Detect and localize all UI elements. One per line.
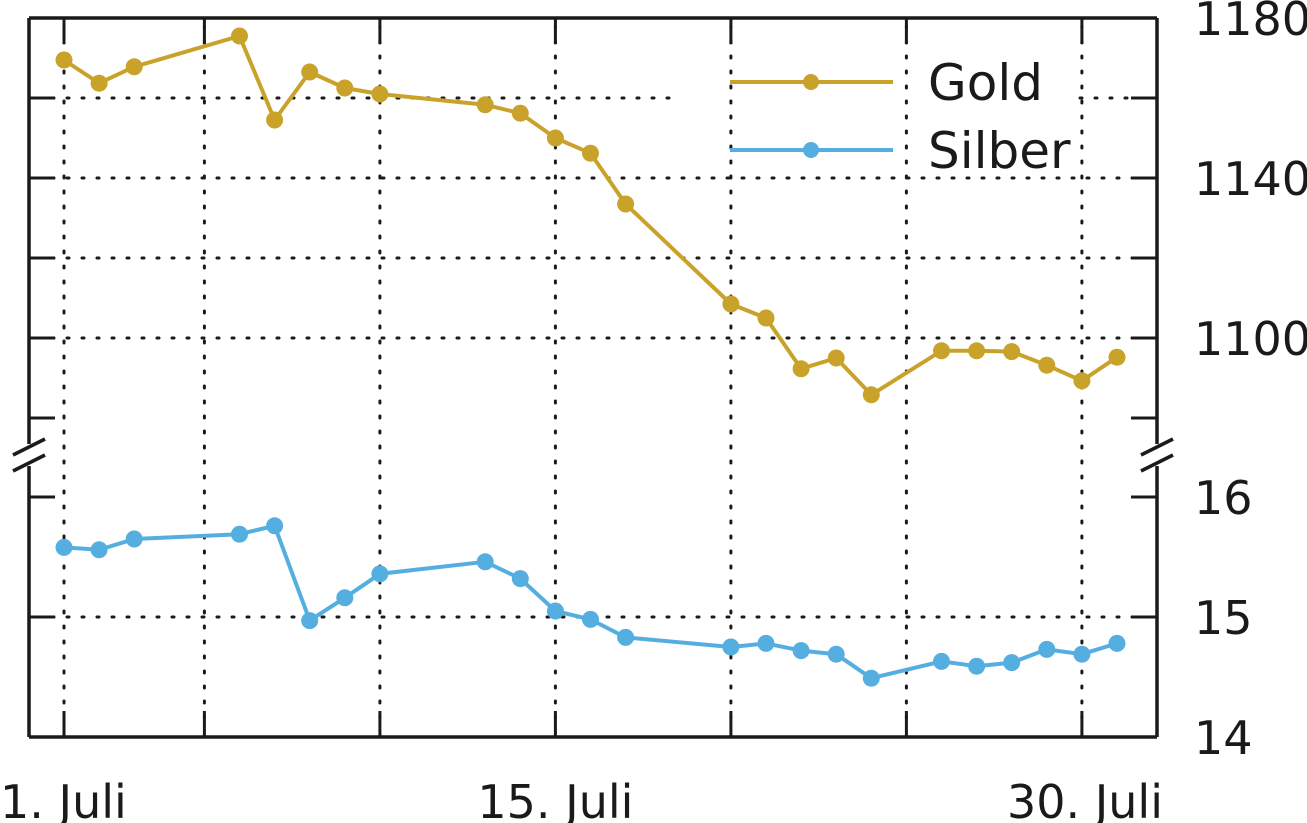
y-tick-label: 1100 (1194, 312, 1307, 366)
data-point-silber (617, 628, 635, 646)
legend: Gold Silber (730, 54, 1071, 180)
data-point-silber (862, 669, 880, 687)
data-point-silber (371, 565, 389, 583)
y-tick-label: 16 (1194, 471, 1253, 525)
data-point-silber (546, 602, 564, 620)
data-point-gold (55, 51, 73, 69)
axis-break-mark (12, 453, 46, 473)
data-point-gold (1038, 356, 1056, 374)
data-point-gold (792, 360, 810, 378)
grid-lines (35, 24, 1151, 731)
data-point-gold (582, 144, 599, 162)
data-point-silber (933, 652, 950, 670)
data-point-silber (1003, 654, 1021, 672)
legend-item-gold: Gold (730, 54, 1043, 112)
legend-label-gold: Gold (928, 54, 1043, 112)
data-point-silber (757, 634, 775, 652)
plot-frame (12, 16, 1174, 739)
y-tick-label: 14 (1194, 711, 1253, 765)
data-point-silber (125, 530, 143, 548)
data-point-silber (582, 610, 599, 628)
series-line-silber (63, 523, 1118, 681)
data-point-gold (371, 85, 389, 103)
data-point-gold (968, 342, 986, 360)
x-tick-label: 1. Juli (0, 775, 127, 823)
data-point-silber (968, 657, 986, 675)
data-point-gold (757, 309, 775, 327)
axis-break-mark (1140, 437, 1174, 457)
y-tick-label: 1180 (1194, 0, 1307, 46)
series-silber (55, 517, 1126, 687)
axis-break-mark (1140, 453, 1174, 473)
x-tick-label: 30. Juli (1007, 775, 1163, 823)
legend-item-silber: Silber (730, 122, 1071, 180)
data-point-silber (722, 638, 740, 656)
data-point-gold (231, 27, 248, 45)
data-point-gold (336, 79, 354, 97)
data-point-gold (1073, 372, 1091, 390)
y-tick-label: 1140 (1194, 152, 1307, 206)
data-point-silber (55, 538, 73, 556)
data-point-gold (125, 58, 143, 76)
data-point-gold (1108, 348, 1126, 366)
data-point-silber (792, 642, 810, 660)
data-point-gold (546, 129, 564, 147)
data-point-silber (266, 517, 284, 535)
data-point-silber (476, 553, 494, 571)
data-point-gold (1003, 343, 1021, 361)
data-point-gold (862, 386, 880, 404)
series-gold (55, 27, 1126, 404)
data-point-silber (511, 570, 529, 588)
data-point-gold (933, 342, 950, 360)
series-layer (55, 27, 1126, 687)
data-point-silber (1073, 645, 1091, 663)
data-point-silber (90, 541, 108, 559)
data-point-gold (511, 104, 529, 122)
data-point-gold (266, 111, 284, 129)
x-tick-label: 15. Juli (477, 775, 633, 823)
legend-marker-silber (803, 142, 819, 158)
data-point-silber (827, 645, 845, 663)
data-point-silber (336, 589, 354, 607)
data-point-gold (827, 349, 845, 367)
data-point-gold (617, 195, 635, 213)
legend-marker-gold (803, 74, 819, 90)
legend-label-silber: Silber (928, 122, 1071, 180)
data-point-silber (301, 612, 319, 630)
data-point-silber (1038, 640, 1056, 658)
data-point-silber (1108, 634, 1126, 652)
data-point-gold (90, 74, 108, 92)
data-point-gold (476, 96, 494, 114)
axis-break-mark (12, 437, 46, 457)
y-tick-label: 15 (1194, 591, 1253, 645)
data-point-gold (722, 295, 740, 313)
data-point-silber (231, 525, 248, 543)
data-point-gold (301, 63, 319, 81)
